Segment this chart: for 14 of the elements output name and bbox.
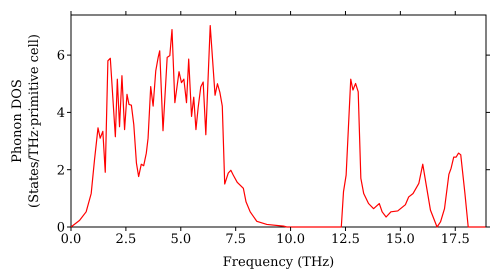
x-tick-label: 0.0 — [60, 232, 82, 247]
x-tick-label: 5.0 — [170, 232, 192, 247]
x-tick-label: 17.5 — [440, 232, 470, 247]
x-tick-label: 10.0 — [276, 232, 306, 247]
line-series — [70, 25, 486, 228]
x-tick-label: 15.0 — [386, 232, 415, 247]
y-axis-title: Phonon DOS (States/THz·primitive cell) — [10, 34, 42, 208]
x-axis-title: Frequency (THz) — [222, 255, 334, 270]
y-tick-label: 2 — [56, 163, 65, 178]
y-tick-label: 4 — [56, 106, 65, 121]
y-tick-label: 6 — [56, 48, 65, 64]
x-tick-label: 7.5 — [225, 232, 246, 247]
x-tick-label: 12.5 — [330, 232, 360, 247]
x-tick-label: 2.5 — [116, 232, 136, 247]
